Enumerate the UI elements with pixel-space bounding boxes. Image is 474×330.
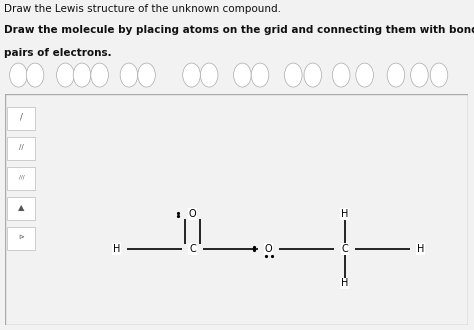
Text: Draw the Lewis structure of the unknown compound.: Draw the Lewis structure of the unknown … — [4, 4, 281, 15]
Text: pairs of electrons.: pairs of electrons. — [4, 49, 111, 58]
FancyBboxPatch shape — [8, 227, 36, 250]
Ellipse shape — [73, 63, 91, 87]
Text: /: / — [20, 113, 23, 122]
Ellipse shape — [430, 63, 448, 87]
Ellipse shape — [332, 63, 350, 87]
Ellipse shape — [91, 63, 109, 87]
Text: //: // — [19, 144, 24, 150]
Ellipse shape — [183, 63, 201, 87]
Ellipse shape — [138, 63, 155, 87]
Text: Draw the molecule by placing atoms on the grid and connecting them with bonds. I: Draw the molecule by placing atoms on th… — [4, 25, 474, 35]
Text: H: H — [341, 279, 348, 288]
Ellipse shape — [201, 63, 218, 87]
Text: ⊳: ⊳ — [18, 234, 24, 240]
Text: H: H — [417, 244, 425, 254]
Text: O: O — [265, 244, 273, 254]
Ellipse shape — [251, 63, 269, 87]
Text: C: C — [189, 244, 196, 254]
Ellipse shape — [304, 63, 322, 87]
Ellipse shape — [284, 63, 302, 87]
Ellipse shape — [120, 63, 138, 87]
FancyBboxPatch shape — [8, 167, 36, 190]
Text: H: H — [113, 244, 120, 254]
Ellipse shape — [387, 63, 405, 87]
Text: H: H — [341, 209, 348, 219]
Text: ///: /// — [18, 175, 24, 180]
Ellipse shape — [56, 63, 74, 87]
Ellipse shape — [356, 63, 374, 87]
Ellipse shape — [410, 63, 428, 87]
Ellipse shape — [234, 63, 251, 87]
Text: C: C — [341, 244, 348, 254]
FancyBboxPatch shape — [8, 197, 36, 220]
Ellipse shape — [9, 63, 27, 87]
FancyBboxPatch shape — [8, 137, 36, 160]
Text: ▲: ▲ — [18, 203, 25, 212]
Text: O: O — [189, 209, 196, 219]
Ellipse shape — [26, 63, 44, 87]
FancyBboxPatch shape — [8, 107, 36, 130]
